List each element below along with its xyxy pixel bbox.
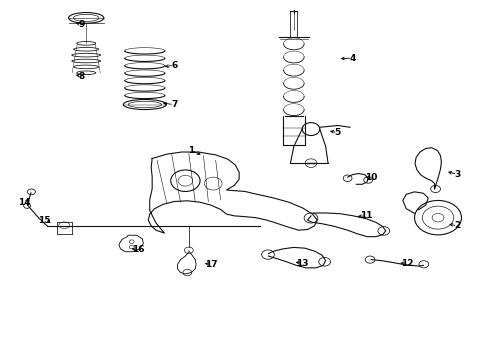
Text: 5: 5 — [335, 128, 341, 137]
Text: 13: 13 — [296, 259, 309, 268]
Text: 17: 17 — [205, 260, 218, 269]
Text: 1: 1 — [188, 146, 195, 155]
Text: 15: 15 — [38, 216, 51, 225]
Text: 7: 7 — [171, 100, 177, 109]
Text: 3: 3 — [454, 170, 461, 179]
Text: 12: 12 — [401, 259, 414, 268]
Text: 9: 9 — [78, 20, 84, 29]
Text: 16: 16 — [132, 246, 145, 255]
Text: 2: 2 — [454, 221, 461, 230]
Text: 4: 4 — [349, 54, 356, 63]
Text: 8: 8 — [78, 72, 84, 81]
Text: 11: 11 — [360, 211, 372, 220]
Text: 10: 10 — [365, 173, 377, 182]
Text: 14: 14 — [18, 198, 30, 207]
Text: 6: 6 — [171, 61, 177, 70]
